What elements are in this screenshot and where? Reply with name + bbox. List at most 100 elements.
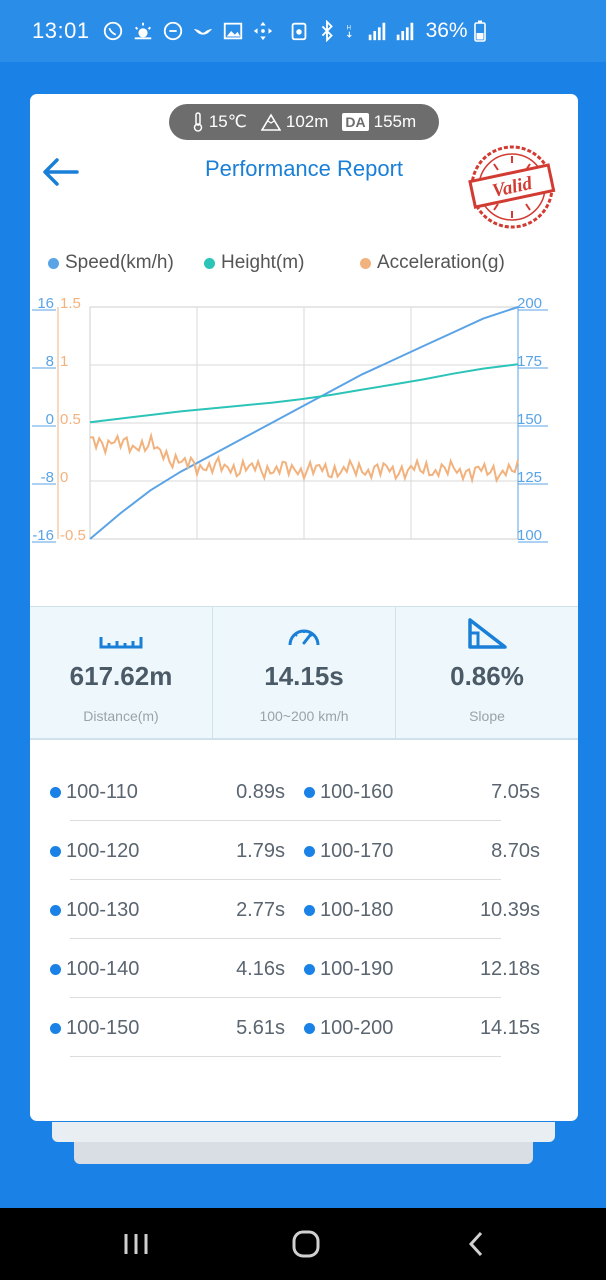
left-blue-axis-tick: 8 [46, 353, 54, 370]
legend-dot [48, 257, 59, 269]
system-icons: H 36% [288, 19, 486, 43]
da-label: DA [342, 113, 369, 131]
back-nav-button[interactable] [456, 1228, 496, 1260]
split-dot [50, 787, 61, 798]
right-axis-tick: 200 [517, 295, 542, 312]
legend-dot [204, 257, 215, 269]
stat-distance: 617.62m Distance(m) [30, 607, 212, 738]
temperature-info: 15℃ [192, 112, 247, 132]
legend-label: Acceleration(g) [377, 252, 505, 273]
split-dot [50, 905, 61, 916]
split-time: 12.18s [479, 958, 540, 980]
report-card: 15℃ 102m DA 155m Performance Report Vali… [30, 94, 578, 1121]
row-divider [70, 820, 501, 821]
stat-value: 14.15s [264, 661, 344, 691]
legend-height: Height(m) [204, 252, 304, 274]
split-dot [304, 846, 315, 857]
split-range-label: 100-120 [66, 840, 140, 862]
split-range-label: 100-110 [66, 781, 138, 803]
right-axis-tick: 100 [517, 527, 542, 544]
battery-percent: 36% [425, 19, 468, 42]
series-line [89, 306, 519, 540]
chat-icon [163, 21, 182, 41]
split-range-label: 100-150 [66, 1017, 140, 1039]
speedometer-icon [288, 629, 320, 646]
stat-value: 0.86% [450, 661, 524, 691]
split-time: 8.70s [491, 840, 540, 862]
split-row: 100-120 1.79s 100-170 8.70s [30, 818, 578, 880]
left-blue-axis-tick: 16 [37, 295, 54, 312]
recent-apps-button[interactable] [116, 1228, 156, 1260]
page-title: Performance Report [204, 156, 404, 181]
split-range-label: 100-160 [320, 781, 394, 803]
right-axis-tick: 125 [517, 469, 542, 486]
split-left-label-cell: 100-130 [50, 899, 139, 922]
legend-label: Height(m) [221, 252, 305, 273]
stat-slope: 0.86% Slope [395, 607, 578, 738]
card-stack-shadow-2 [74, 1142, 533, 1164]
split-range-label: 100-170 [320, 840, 394, 862]
series-line [89, 431, 519, 485]
split-dot [50, 1023, 61, 1034]
signal1-icon [368, 22, 385, 41]
split-right-label-cell: 100-190 [304, 958, 393, 981]
split-left-label-cell: 100-120 [50, 840, 139, 863]
left-orange-axis-tick: -0.5 [60, 527, 86, 544]
split-left-label-cell: 100-110 [50, 781, 138, 804]
legend-dot [360, 257, 371, 269]
split-time: 10.39s [479, 899, 540, 921]
back-button[interactable] [38, 152, 82, 192]
split-time: 5.61s [236, 1017, 285, 1039]
stat-label: Distance(m) [83, 708, 159, 724]
home-icon [292, 1230, 320, 1258]
legend-acceleration: Acceleration(g) [360, 252, 505, 274]
split-right-label-cell: 100-170 [304, 840, 393, 863]
density-altitude-value: 155m [373, 112, 417, 131]
summary-stats: 617.62m Distance(m) 14.15s 100~200 km/h … [30, 606, 578, 740]
split-time: 14.15s [479, 1017, 540, 1039]
split-right-label-cell: 100-200 [304, 1017, 393, 1040]
stat-label: 100~200 km/h [259, 708, 349, 724]
left-orange-axis-tick: 0 [60, 469, 68, 486]
hd-icon: H [346, 26, 352, 38]
split-time: 2.77s [236, 899, 285, 921]
split-dot [304, 787, 315, 798]
left-blue-axis-tick: -8 [41, 469, 54, 486]
environment-pill: 15℃ 102m DA 155m [169, 104, 439, 140]
split-row: 100-150 5.61s 100-200 14.15s [30, 995, 578, 1057]
split-range-label: 100-140 [66, 958, 140, 980]
left-orange-axis-tick: 1 [60, 353, 68, 370]
home-button[interactable] [286, 1228, 326, 1260]
chevron-left-icon [468, 1231, 483, 1257]
stat-time: 14.15s 100~200 km/h [212, 607, 395, 738]
split-right-label-cell: 100-160 [304, 781, 393, 804]
density-altitude-info: DA 155m [342, 112, 416, 132]
row-divider [70, 997, 501, 998]
battery-icon [473, 20, 486, 42]
split-range-label: 100-130 [66, 899, 140, 921]
move-icon [253, 21, 272, 41]
row-divider [70, 879, 501, 880]
svg-text:H: H [346, 26, 350, 32]
status-bar: 13:01 H 36% [0, 0, 606, 62]
stat-value: 617.62m [69, 661, 173, 691]
split-left-label-cell: 100-150 [50, 1017, 139, 1040]
split-time: 7.05s [491, 781, 540, 803]
split-row: 100-110 0.89s 100-160 7.05s [30, 759, 578, 821]
stat-label: Slope [469, 708, 505, 724]
split-dot [50, 964, 61, 975]
left-orange-axis-tick: 0.5 [60, 411, 81, 428]
bluetooth-icon [321, 20, 333, 42]
split-range-label: 100-200 [320, 1017, 394, 1039]
legend-label: Speed(km/h) [65, 252, 174, 273]
valid-stamp-icon: Valid [468, 145, 556, 229]
right-axis-tick: 150 [517, 411, 542, 428]
navigation-bar [0, 1208, 606, 1280]
gallery-icon [223, 22, 242, 40]
split-dot [304, 905, 315, 916]
split-times-list: 100-110 0.89s 100-160 7.05s 100-120 1.79s 100-… [30, 759, 578, 1057]
notification-icons [102, 20, 274, 42]
arrow-left-icon [43, 158, 79, 186]
split-time: 0.89s [236, 781, 285, 803]
row-divider [70, 1056, 501, 1057]
